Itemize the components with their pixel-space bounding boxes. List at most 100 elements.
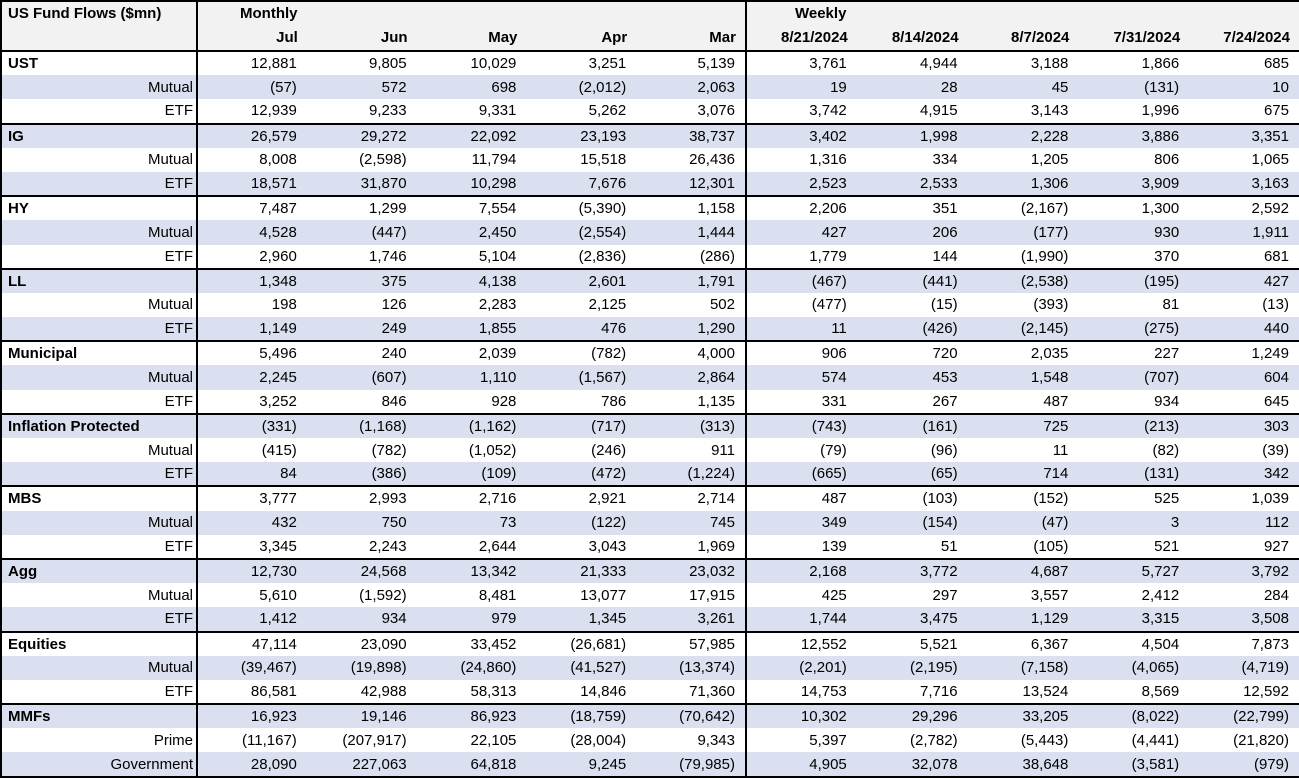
- weekly-value-cell: 351: [856, 195, 968, 221]
- weekly-value-cell: 11: [1052, 441, 1069, 459]
- monthly-value-cell: 1,345: [526, 607, 637, 632]
- monthly-value-cell: 572: [306, 75, 417, 100]
- weekly-value-cell: 5,521: [856, 630, 968, 656]
- sub-row: ETF 1,149 249 1,855 476 1,290 11 (426) (2,145) (2…: [1, 317, 1299, 342]
- sub-category-label: ETF: [1, 389, 198, 414]
- monthly-value-cell: 2,716: [416, 485, 527, 511]
- group-row: Municipal 5,496 240 2,039 (782) 4,000 906 720 2,…: [1, 340, 1299, 366]
- monthly-value-cell: 9,245: [526, 752, 637, 777]
- monthly-value-cell: 1,110: [416, 365, 527, 390]
- monthly-value-cell: 16,923: [197, 703, 307, 729]
- weekly-value-cell: 5,727: [1078, 557, 1190, 584]
- weekly-value-cell: 2,035: [967, 340, 1079, 366]
- monthly-value-cell: 476: [526, 317, 637, 342]
- weekly-value-cell: 349: [744, 510, 857, 535]
- monthly-value-cell: (109): [416, 462, 527, 487]
- weekly-value-cell: (979): [1189, 752, 1299, 777]
- weekly-value-cell: 1,306: [967, 171, 1079, 197]
- monthly-value-cell: 911: [711, 441, 735, 459]
- weekly-value-cell: 3,886: [1078, 122, 1190, 148]
- monthly-value-cell: 5,262: [588, 102, 627, 120]
- section-header-row: US Fund Flows ($mn) Monthly Weekly: [1, 1, 1299, 51]
- monthly-value-cell: (782): [526, 340, 637, 366]
- weekly-value-cell: (2,195): [856, 655, 968, 680]
- weekly-value-cell: 4,504: [1078, 630, 1190, 656]
- sub-category-label: Mutual: [1, 75, 198, 100]
- monthly-value-cell: 47,114: [197, 630, 307, 656]
- group-row: MMFs 16,923 19,146 86,923 (18,759) (70,642) 10…: [1, 703, 1299, 729]
- weekly-value-cell: 3,761: [744, 49, 857, 76]
- weekly-value-cell: (477): [744, 292, 857, 318]
- table-body: UST 12,881 9,805 10,029 3,251 5,139 3,761 4,944…: [1, 49, 1299, 777]
- weekly-value-cell: 806: [1154, 151, 1180, 169]
- monthly-value-cell: 2,283: [478, 296, 517, 314]
- group-row: Inflation Protected (331) (1,168) (1,162) (7…: [1, 412, 1299, 438]
- weekly-value-cell: (21,820): [1233, 731, 1289, 749]
- monthly-value-cell: (2,836): [578, 247, 627, 265]
- monthly-value-cell: 71,360: [689, 682, 735, 700]
- weekly-value-cell: 681: [1263, 247, 1289, 265]
- weekly-value-cell: (743): [744, 412, 857, 438]
- weekly-value-cell: 19: [744, 75, 857, 100]
- monthly-value-cell: 15,518: [580, 151, 627, 169]
- monthly-value-cell: 21,333: [526, 557, 637, 584]
- month-column-header: Jul: [197, 25, 307, 52]
- monthly-value-cell: (2,598): [359, 151, 407, 169]
- monthly-value-cell: 928: [491, 392, 517, 410]
- monthly-value-cell: (447): [306, 220, 417, 245]
- monthly-value-cell: 1,290: [636, 317, 746, 342]
- group-row: HY 7,487 1,299 7,554 (5,390) 1,158 2,206 351 (2,…: [1, 195, 1299, 221]
- week-column-header: 7/24/2024: [1189, 25, 1299, 52]
- weekly-value-cell: 3,163: [1189, 171, 1299, 197]
- monthly-value-cell: 73: [416, 510, 527, 535]
- monthly-value-cell: 2,993: [306, 485, 417, 511]
- monthly-value-cell: 10,298: [416, 171, 527, 197]
- monthly-value-cell: 249: [306, 317, 417, 342]
- sub-row: Mutual (415) (782) (1,052) (246) 911 (79) (96) 1…: [1, 438, 1299, 463]
- sub-row: ETF 12,939 9,233 9,331 5,262 3,076 3,742 4,915 3…: [1, 99, 1299, 124]
- monthly-value-cell: 2,644: [478, 537, 517, 555]
- weekly-value-cell: 3,402: [744, 122, 857, 148]
- sub-category-label: Mutual: [1, 147, 198, 172]
- weekly-value-cell: 3,772: [856, 557, 968, 584]
- sub-row: Mutual 2,245 (607) 1,110 (1,567) 2,864 574 453 1…: [1, 365, 1299, 390]
- weekly-value-cell: 440: [1189, 317, 1299, 342]
- weekly-value-cell: 4,687: [967, 557, 1079, 584]
- weekly-value-cell: 303: [1189, 412, 1299, 438]
- monthly-value-cell: 86,923: [416, 703, 527, 729]
- category-label: Municipal: [1, 340, 198, 366]
- category-label: MBS: [1, 485, 198, 511]
- monthly-value-cell: (782): [371, 441, 407, 459]
- monthly-value-cell: 3,043: [588, 537, 627, 555]
- monthly-value-cell: 5,496: [197, 340, 307, 366]
- weekly-value-cell: (441): [856, 267, 968, 293]
- sub-category-label: Mutual: [1, 655, 198, 680]
- weekly-value-cell: (47): [967, 510, 1079, 535]
- weekly-value-cell: 10: [1189, 75, 1299, 100]
- weekly-value-cell: 1,300: [1078, 195, 1190, 221]
- monthly-value-cell: 13,342: [416, 557, 527, 584]
- monthly-value-cell: (11,167): [242, 731, 297, 749]
- weekly-value-cell: 227: [1078, 340, 1190, 366]
- weekly-value-cell: 1,779: [744, 244, 857, 269]
- monthly-value-cell: 2,601: [526, 267, 637, 293]
- weekly-section-header: Weekly: [744, 1, 1299, 25]
- weekly-value-cell: 3,351: [1189, 122, 1299, 148]
- weekly-value-cell: 3: [1078, 510, 1190, 535]
- weekly-value-cell: 453: [856, 365, 968, 390]
- sub-category-label: Government: [1, 752, 198, 777]
- weekly-value-cell: (393): [1033, 296, 1069, 314]
- sub-category-label: ETF: [1, 607, 198, 632]
- monthly-value-cell: 502: [709, 296, 735, 314]
- sub-row: ETF 2,960 1,746 5,104 (2,836) (286) 1,779 144 (1…: [1, 244, 1299, 269]
- category-label: Agg: [1, 557, 198, 584]
- weekly-value-cell: (2,167): [967, 195, 1079, 221]
- monthly-value-cell: 432: [197, 510, 307, 535]
- weekly-value-cell: 4,915: [920, 102, 958, 120]
- monthly-value-cell: 1,299: [306, 195, 417, 221]
- monthly-value-cell: 1,158: [636, 195, 746, 221]
- monthly-value-cell: 3,261: [636, 607, 746, 632]
- monthly-value-cell: 2,125: [588, 296, 627, 314]
- monthly-value-cell: 745: [636, 510, 746, 535]
- monthly-value-cell: 1,444: [636, 220, 746, 245]
